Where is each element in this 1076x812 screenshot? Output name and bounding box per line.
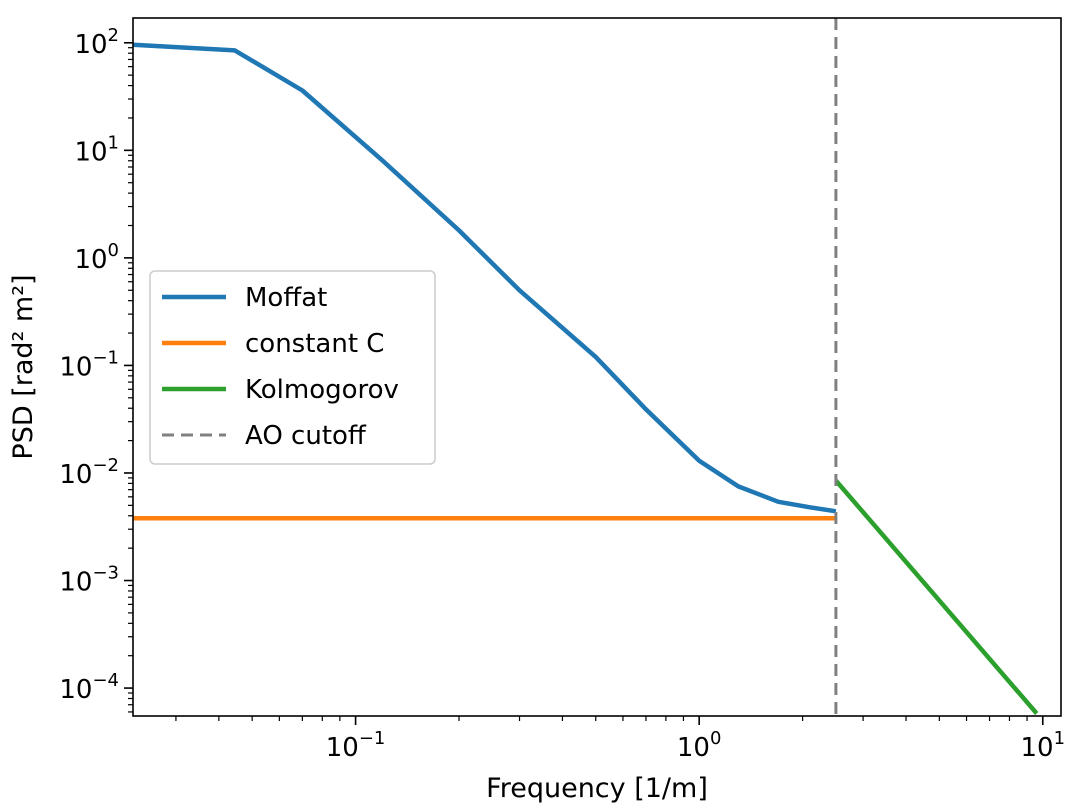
y-axis-label: PSD [rad² m²] bbox=[8, 274, 39, 459]
y-tick-label: 10−3 bbox=[59, 563, 119, 598]
y-tick-label: 10−2 bbox=[59, 455, 119, 490]
legend-label-kolmogorov: Kolmogorov bbox=[245, 375, 399, 405]
legend-label-constant-c: constant C bbox=[245, 329, 384, 359]
x-tick-label: 101 bbox=[1020, 728, 1065, 763]
plot-frame bbox=[132, 17, 1062, 717]
legend-label-ao-cutoff: AO cutoff bbox=[245, 421, 367, 451]
x-tick-label: 100 bbox=[677, 728, 722, 763]
y-tick-label: 10−4 bbox=[59, 670, 119, 705]
legend-label-moffat: Moffat bbox=[245, 283, 327, 313]
y-tick-label: 102 bbox=[74, 25, 119, 60]
legend-box bbox=[149, 270, 436, 465]
series-layer bbox=[132, 18, 1039, 716]
x-tick-label: 10−1 bbox=[326, 728, 386, 763]
y-tick-label: 100 bbox=[74, 240, 119, 275]
kolmogorov-line bbox=[834, 479, 1039, 715]
y-tick-label: 101 bbox=[74, 132, 119, 167]
y-tick-label: 10−1 bbox=[59, 347, 119, 382]
ticks-layer: 10−1 100 101 10−4 10−3 10−2 10−1 100 101 102 bbox=[59, 25, 1065, 763]
legend: Moffat constant C Kolmogorov AO cutoff bbox=[149, 270, 436, 465]
moffat-line bbox=[132, 42, 837, 514]
x-axis-label: Frequency [1/m] bbox=[486, 773, 708, 804]
